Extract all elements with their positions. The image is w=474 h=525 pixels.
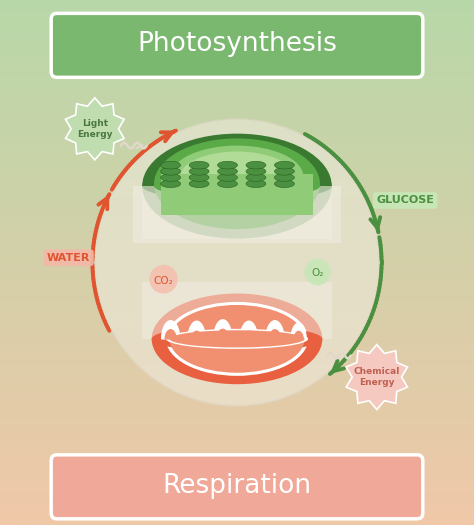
Ellipse shape bbox=[274, 167, 294, 175]
Polygon shape bbox=[214, 320, 232, 339]
Ellipse shape bbox=[218, 180, 237, 187]
Circle shape bbox=[304, 259, 331, 286]
Ellipse shape bbox=[161, 161, 181, 169]
Ellipse shape bbox=[154, 174, 320, 198]
Ellipse shape bbox=[154, 139, 320, 229]
Ellipse shape bbox=[274, 161, 294, 169]
Ellipse shape bbox=[152, 293, 322, 384]
Ellipse shape bbox=[142, 134, 332, 239]
Ellipse shape bbox=[166, 302, 308, 376]
Polygon shape bbox=[218, 329, 228, 339]
Polygon shape bbox=[65, 98, 124, 160]
Text: GLUCOSE: GLUCOSE bbox=[376, 195, 434, 205]
Ellipse shape bbox=[171, 176, 303, 196]
Text: Photosynthesis: Photosynthesis bbox=[137, 32, 337, 57]
Ellipse shape bbox=[180, 152, 294, 202]
Text: Respiration: Respiration bbox=[163, 473, 311, 499]
Ellipse shape bbox=[246, 161, 266, 169]
Polygon shape bbox=[266, 321, 284, 339]
Polygon shape bbox=[162, 321, 180, 339]
Ellipse shape bbox=[246, 167, 266, 175]
Ellipse shape bbox=[142, 172, 332, 201]
Circle shape bbox=[149, 265, 178, 293]
Ellipse shape bbox=[161, 180, 181, 187]
FancyBboxPatch shape bbox=[51, 13, 423, 77]
Ellipse shape bbox=[170, 305, 305, 373]
Ellipse shape bbox=[189, 167, 209, 175]
Ellipse shape bbox=[274, 174, 294, 181]
FancyBboxPatch shape bbox=[142, 186, 332, 239]
Ellipse shape bbox=[189, 161, 209, 169]
Ellipse shape bbox=[274, 180, 294, 187]
Ellipse shape bbox=[189, 180, 209, 187]
Ellipse shape bbox=[170, 330, 305, 348]
Polygon shape bbox=[240, 321, 258, 341]
Polygon shape bbox=[270, 330, 280, 339]
Ellipse shape bbox=[218, 167, 237, 175]
Polygon shape bbox=[294, 331, 303, 340]
Ellipse shape bbox=[161, 174, 181, 181]
Ellipse shape bbox=[152, 326, 322, 352]
FancyBboxPatch shape bbox=[161, 174, 313, 215]
Ellipse shape bbox=[171, 145, 303, 207]
Ellipse shape bbox=[246, 174, 266, 181]
Polygon shape bbox=[346, 344, 408, 410]
Ellipse shape bbox=[218, 161, 237, 169]
Polygon shape bbox=[244, 331, 254, 341]
Text: Chemical
Energy: Chemical Energy bbox=[354, 368, 400, 387]
Text: CO₂: CO₂ bbox=[154, 276, 173, 286]
Ellipse shape bbox=[161, 167, 181, 175]
Ellipse shape bbox=[166, 329, 308, 349]
FancyBboxPatch shape bbox=[51, 455, 423, 519]
Ellipse shape bbox=[246, 180, 266, 187]
FancyBboxPatch shape bbox=[142, 281, 332, 339]
Text: O₂: O₂ bbox=[311, 268, 324, 278]
Polygon shape bbox=[291, 323, 306, 340]
Text: Light
Energy: Light Energy bbox=[77, 119, 112, 139]
Polygon shape bbox=[191, 331, 202, 341]
Ellipse shape bbox=[189, 174, 209, 181]
FancyBboxPatch shape bbox=[133, 186, 341, 244]
Text: WATER: WATER bbox=[47, 253, 91, 262]
Polygon shape bbox=[188, 321, 206, 341]
Ellipse shape bbox=[218, 174, 237, 181]
Polygon shape bbox=[165, 330, 176, 339]
Circle shape bbox=[95, 119, 379, 406]
